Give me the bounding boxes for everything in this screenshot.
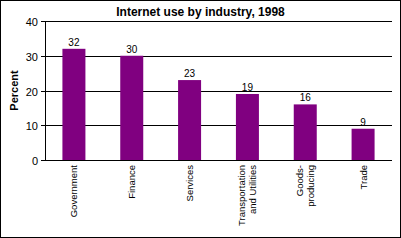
grid-line: [45, 21, 392, 22]
frame: [1, 1, 401, 238]
bar: [352, 129, 375, 160]
category-label-line: Government: [68, 165, 79, 218]
data-label: 32: [68, 37, 80, 48]
grid-line: [45, 160, 392, 161]
category-label-line: producing: [305, 165, 316, 207]
category-label: Goods-producing: [294, 165, 316, 207]
tick-mark: [41, 125, 45, 126]
tick-label: 30: [26, 51, 38, 63]
bar: [120, 56, 143, 160]
tick-label: 0: [32, 155, 38, 167]
category-label-line: and Utilities: [247, 165, 258, 214]
category-label-line: Transportation: [236, 165, 247, 226]
category-label-line: Trade: [358, 165, 369, 189]
tick-mark: [41, 91, 45, 92]
bar: [62, 49, 85, 160]
tick-mark: [41, 160, 45, 161]
bars: [62, 49, 374, 160]
tick-mark: [41, 56, 45, 57]
chart: Internet use by industry, 1998 Percent 0 10…: [0, 0, 401, 238]
data-label: 23: [184, 68, 196, 79]
category-label-line: Finance: [126, 165, 137, 199]
category-label-line: Goods-: [294, 165, 305, 196]
tick-label: 40: [26, 16, 38, 28]
grid-line: [45, 56, 392, 57]
grid-line: [45, 125, 392, 126]
category-label: Trade: [358, 165, 369, 189]
bar: [236, 94, 259, 160]
category-label: Government: [68, 165, 79, 218]
category-label: Transportationand Utilities: [236, 165, 258, 226]
tick-label: 10: [26, 120, 38, 132]
data-label: 9: [360, 117, 366, 128]
data-label: 19: [242, 82, 254, 93]
category-label: Finance: [126, 165, 137, 199]
category-label: Services: [184, 165, 195, 202]
x-axis: [45, 160, 392, 161]
grid-line: [45, 91, 392, 92]
data-label: 16: [300, 92, 312, 103]
title: Internet use by industry, 1998: [116, 5, 285, 19]
tick-mark: [41, 21, 45, 22]
bar: [294, 104, 317, 160]
bar: [178, 80, 201, 160]
y-axis-label: Percent: [8, 70, 20, 111]
tick-label: 20: [26, 86, 38, 98]
category-label-line: Services: [184, 165, 195, 202]
data-label: 30: [126, 44, 138, 55]
y-axis: [45, 21, 46, 160]
